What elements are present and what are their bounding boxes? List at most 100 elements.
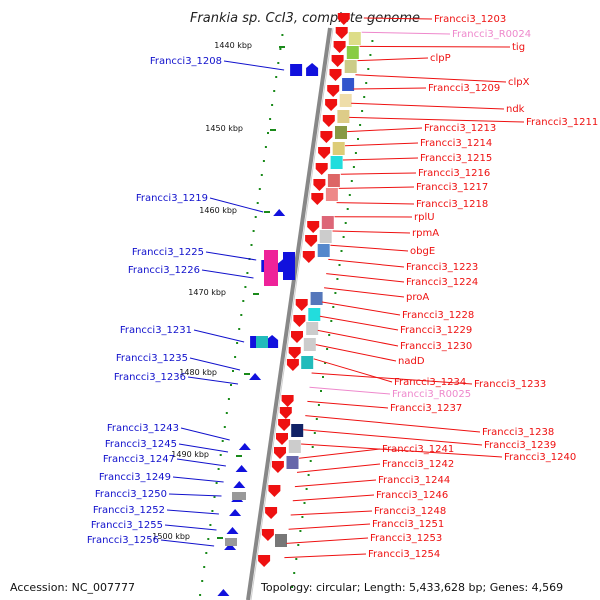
red-arrow [279, 407, 292, 419]
leader-line [340, 172, 417, 175]
feature-block [310, 292, 323, 305]
leader-line [332, 230, 411, 234]
leader-line [288, 523, 371, 530]
feature-block [286, 456, 299, 469]
blue-arrow [224, 543, 237, 550]
inner-tick-dot [328, 334, 331, 336]
inner-tick-dot [324, 362, 327, 364]
outer-tick-dot [256, 202, 259, 204]
leader-line [180, 427, 230, 441]
gene-label: Francci3_1214 [420, 138, 492, 149]
feature-block [344, 60, 357, 73]
inner-tick-dot [301, 516, 304, 518]
gene-label: Francci3_1213 [424, 123, 496, 134]
blue-arrow [249, 373, 262, 380]
leader-line [311, 372, 473, 385]
feature-block [330, 156, 343, 169]
feature-block [339, 94, 352, 107]
leader-line [172, 476, 224, 483]
outer-tick-dot [230, 384, 232, 386]
outer-tick-dot [223, 426, 226, 428]
backbone-axis [246, 27, 332, 600]
inner-tick-dot [369, 54, 372, 56]
gene-label: nadD [398, 356, 425, 367]
inner-tick-dot [367, 68, 370, 70]
leader-line [223, 60, 285, 71]
gene-label: Francci3_1244 [378, 475, 450, 486]
outer-tick-dot [207, 538, 210, 540]
gene-label: Francci3_1238 [482, 427, 554, 438]
gene-label: Francci3_1224 [406, 277, 478, 288]
leader-line [309, 386, 391, 395]
leader-line [292, 494, 375, 502]
inner-tick-dot [350, 180, 353, 182]
feature-block [337, 110, 350, 123]
outer-tick-dot [264, 146, 267, 148]
leader-line [338, 186, 415, 189]
inner-tick-dot [326, 348, 329, 350]
red-arrow [261, 529, 274, 541]
red-arrow [311, 193, 324, 205]
inner-tick-dot [305, 488, 308, 490]
red-arrow [286, 359, 299, 371]
feature-block [288, 440, 301, 453]
scale-label: 1490 kbp [171, 450, 209, 459]
outer-tick-dot [281, 34, 284, 36]
outer-tick-dot [232, 370, 234, 372]
gene-label: Francci3_1251 [372, 519, 444, 530]
leader-line [187, 376, 239, 385]
inner-tick-dot [320, 390, 322, 392]
outer-tick-dot [201, 580, 204, 582]
leader-line [363, 17, 433, 20]
outer-tick-dot [234, 356, 237, 358]
inner-tick-dot [346, 208, 349, 210]
outer-tick-dot [225, 412, 228, 414]
blue-arrow [235, 465, 248, 472]
grey-block [225, 538, 237, 546]
blue-arrow [233, 481, 246, 488]
leader-line [357, 57, 429, 62]
feature-block [346, 46, 359, 59]
blue-gene-block [290, 64, 303, 76]
gene-label: Francci3_1229 [400, 325, 472, 336]
red-arrow [320, 131, 333, 143]
inner-tick-dot [354, 152, 357, 154]
gene-label: Francci3_1228 [402, 310, 474, 321]
red-arrow [274, 447, 286, 459]
gene-label: Francci3_1230 [400, 341, 472, 352]
inner-tick-dot [365, 82, 368, 84]
leader-line [178, 443, 229, 453]
gene-label: Francci3_1211 [526, 117, 598, 128]
feature-block [332, 142, 345, 155]
outer-tick-dot [269, 118, 272, 120]
inner-tick-dot [299, 530, 302, 532]
inner-tick-dot [363, 96, 366, 98]
outer-tick-dot [271, 104, 274, 106]
inner-tick-dot [334, 292, 337, 294]
feature-block [291, 424, 304, 437]
inner-tick-dot [352, 166, 355, 168]
inner-tick-dot [315, 418, 318, 420]
leader-line [307, 400, 389, 409]
leader-line [330, 244, 409, 252]
leader-line [193, 329, 245, 343]
inner-tick-dot [344, 222, 347, 224]
red-arrow [322, 115, 335, 127]
inner-tick-dot [332, 306, 335, 308]
red-arrow [295, 299, 308, 311]
red-arrow [293, 315, 306, 327]
leader-line [301, 443, 503, 458]
inner-tick-dot [297, 544, 300, 546]
inner-tick-dot [322, 376, 324, 378]
leader-line [294, 479, 377, 488]
outer-tick-dot [250, 244, 253, 246]
outer-tick-dot [260, 174, 263, 176]
feature-block [335, 126, 347, 139]
genome-summary-text: Topology: circular; Length: 5,433,628 bp… [261, 581, 564, 594]
leader-line [209, 197, 264, 213]
outer-tick-dot [219, 454, 222, 456]
leader-line [201, 269, 254, 279]
leader-line [319, 315, 399, 331]
